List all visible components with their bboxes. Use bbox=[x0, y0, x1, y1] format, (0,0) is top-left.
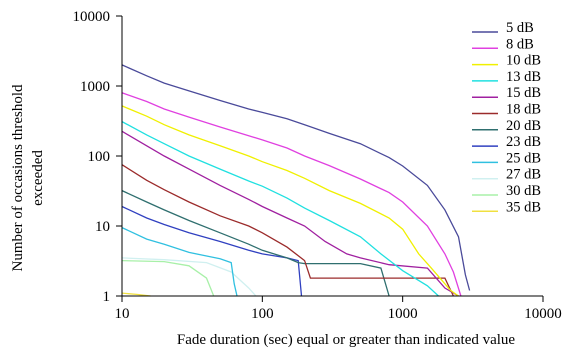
legend-label: 25 dB bbox=[506, 150, 541, 166]
series-line bbox=[122, 130, 459, 297]
y-tick-label: 1000 bbox=[80, 79, 110, 95]
series-line bbox=[122, 92, 462, 297]
series-line bbox=[122, 259, 215, 297]
y-axis-title-line-1: Number of occasions threshold bbox=[10, 84, 26, 272]
legend-label: 20 dB bbox=[506, 118, 541, 134]
series-line bbox=[122, 121, 439, 297]
x-tick-label: 1000 bbox=[388, 306, 418, 322]
series-line bbox=[122, 105, 459, 297]
plot-area bbox=[122, 64, 471, 297]
y-axis-title-line-2: exceeded bbox=[30, 150, 46, 206]
legend-label: 27 dB bbox=[506, 167, 541, 183]
x-tick-label: 10000 bbox=[524, 306, 562, 322]
legend-label: 15 dB bbox=[506, 85, 541, 101]
series-line bbox=[122, 164, 454, 297]
legend-label: 10 dB bbox=[506, 53, 541, 69]
series-line bbox=[122, 257, 257, 297]
series-line bbox=[122, 205, 303, 297]
x-tick-label: 10 bbox=[115, 306, 130, 322]
legend-label: 35 dB bbox=[506, 199, 541, 215]
series-line bbox=[122, 64, 471, 291]
legend-label: 8 dB bbox=[506, 36, 534, 52]
y-tick-label: 10000 bbox=[73, 9, 111, 25]
x-axis-title: Fade duration (sec) equal or greater tha… bbox=[177, 332, 516, 348]
legend-label: 23 dB bbox=[506, 134, 541, 150]
legend-label: 30 dB bbox=[506, 183, 541, 199]
series-line bbox=[122, 227, 238, 297]
x-tick-label: 100 bbox=[251, 306, 274, 322]
legend-label: 5 dB bbox=[506, 20, 534, 36]
y-tick-label: 1 bbox=[103, 289, 111, 305]
legend-label: 13 dB bbox=[506, 69, 541, 85]
y-tick-label: 10 bbox=[95, 219, 110, 235]
y-tick-label: 100 bbox=[88, 149, 111, 165]
y-axis-title: Number of occasions threshold exceeded bbox=[10, 84, 46, 272]
series-line bbox=[122, 190, 390, 297]
legend-label: 18 dB bbox=[506, 102, 541, 118]
